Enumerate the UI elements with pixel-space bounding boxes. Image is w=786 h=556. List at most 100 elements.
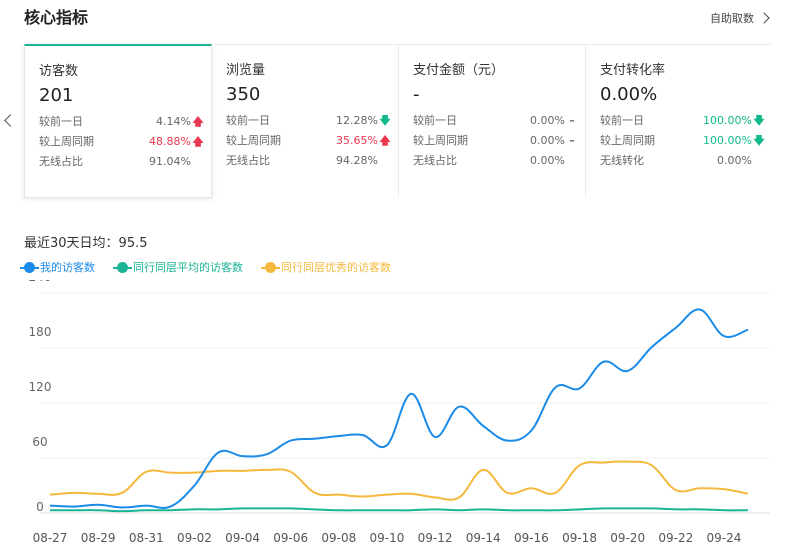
- metric-row-label: 无线转化: [600, 154, 644, 167]
- metric-row-label: 较上周同期: [413, 134, 468, 147]
- x-tick-label: 08-31: [129, 531, 164, 545]
- metric-card[interactable]: 支付金额（元） - 较前一日 0.00% – 较上周同期 0.00% – 无线占…: [399, 44, 586, 198]
- metric-row: 较上周同期 0.00% –: [413, 131, 579, 151]
- spacer: [378, 151, 392, 171]
- series-line[interactable]: [49, 460, 749, 501]
- arrow-down-icon: 🡇: [379, 114, 391, 127]
- metric-label: 浏览量: [226, 63, 266, 78]
- metric-label: 访客数: [39, 64, 79, 79]
- chart-legend: 我的访客数 同行同层平均的访客数 同行同层优秀的访客数: [20, 259, 391, 275]
- metric-row-value: 0.00%: [530, 134, 565, 147]
- spacer: [565, 151, 579, 171]
- x-tick-label: 09-22: [658, 531, 693, 545]
- header: 核心指标 自助取数: [0, 0, 786, 36]
- metric-row-label: 无线占比: [39, 155, 83, 168]
- y-tick-label: 60: [32, 435, 47, 449]
- chevron-right-icon: [758, 12, 770, 24]
- metric-row-value: 0.00%: [717, 154, 752, 167]
- metric-row-value: 12.28%: [336, 114, 378, 127]
- chevron-left-icon[interactable]: [4, 114, 17, 127]
- metric-row-value: 100.00%: [703, 134, 752, 147]
- x-tick-label: 09-04: [225, 531, 260, 545]
- x-tick-label: 09-06: [273, 531, 308, 545]
- y-tick-label: 120: [29, 380, 52, 394]
- thirty-day-average: 最近30天日均：95.5: [24, 236, 148, 251]
- legend-item[interactable]: 同行同层平均的访客数: [113, 259, 243, 275]
- metric-card[interactable]: 浏览量 350 较前一日 12.28% 🡇 较上周同期 35.65% 🡅 无线占…: [212, 44, 399, 198]
- metric-row-value: 35.65%: [336, 134, 378, 147]
- metric-row: 无线转化 0.00%: [600, 151, 766, 171]
- y-tick-label: 0: [36, 500, 44, 514]
- legend-item[interactable]: 我的访客数: [20, 259, 95, 275]
- visitor-line-chart: 0 60 120 180 240 08-27 08-29 08-31 09-02 09-04 09-…: [29, 280, 770, 545]
- metric-row-label: 无线占比: [226, 154, 270, 167]
- dash-icon: –: [569, 134, 575, 147]
- metric-row: 较前一日 0.00% –: [413, 111, 579, 131]
- arrow-down-icon: 🡇: [753, 114, 765, 127]
- legend-marker-icon: [20, 261, 39, 273]
- metric-row-label: 无线占比: [413, 154, 457, 167]
- spacer: [191, 152, 205, 172]
- metric-cards: 访客数 201 较前一日 4.14% 🡅 较上周同期 48.88% 🡅 无线占比…: [24, 44, 772, 198]
- metric-row-value: 48.88%: [149, 135, 191, 148]
- x-tick-label: 09-18: [562, 531, 597, 545]
- arrow-up-icon: 🡅: [192, 135, 204, 148]
- legend-label: 我的访客数: [40, 261, 95, 274]
- x-tick-label: 09-16: [514, 531, 549, 545]
- metric-card[interactable]: 支付转化率 0.00% 较前一日 100.00% 🡇 较上周同期 100.00%…: [586, 44, 772, 198]
- metric-row-value: 0.00%: [530, 114, 565, 127]
- metric-row: 无线占比 0.00%: [413, 151, 579, 171]
- x-tick-label: 09-20: [610, 531, 645, 545]
- metric-row: 较前一日 12.28% 🡇: [226, 111, 392, 131]
- metric-row-label: 较前一日: [600, 114, 644, 127]
- x-tick-label: 09-08: [321, 531, 356, 545]
- dash-icon: –: [569, 114, 575, 127]
- series-line[interactable]: [49, 308, 749, 509]
- metric-row-label: 较上周同期: [226, 134, 281, 147]
- legend-label: 同行同层平均的访客数: [133, 261, 243, 274]
- metric-row-label: 较前一日: [226, 114, 270, 127]
- metric-label: 支付金额（元）: [413, 63, 505, 78]
- metric-row-label: 较上周同期: [600, 134, 655, 147]
- metric-row: 较前一日 100.00% 🡇: [600, 111, 766, 131]
- metric-row: 较上周同期 48.88% 🡅: [39, 132, 205, 152]
- x-tick-label: 08-29: [81, 531, 116, 545]
- metric-row: 无线占比 94.28%: [226, 151, 392, 171]
- metric-row-label: 较前一日: [39, 115, 83, 128]
- metric-row-value: 100.00%: [703, 114, 752, 127]
- metric-card[interactable]: 访客数 201 较前一日 4.14% 🡅 较上周同期 48.88% 🡅 无线占比…: [24, 44, 212, 198]
- legend-label: 同行同层优秀的访客数: [281, 261, 391, 274]
- page-title: 核心指标: [24, 8, 89, 27]
- metric-row-value: 91.04%: [149, 155, 191, 168]
- legend-item[interactable]: 同行同层优秀的访客数: [261, 259, 391, 275]
- x-tick-label: 09-02: [177, 531, 212, 545]
- metric-row-value: 4.14%: [156, 115, 191, 128]
- legend-marker-icon: [113, 261, 132, 273]
- x-tick-label: 09-10: [370, 531, 405, 545]
- legend-marker-icon: [261, 261, 280, 273]
- metric-row-label: 较前一日: [413, 114, 457, 127]
- self-service-label: 自助取数: [710, 12, 754, 25]
- metric-value: -: [413, 84, 420, 105]
- metric-value: 201: [39, 85, 74, 106]
- y-tick-label: 180: [29, 325, 52, 339]
- x-tick-label: 08-27: [33, 531, 68, 545]
- metric-value: 350: [226, 84, 261, 105]
- metric-row: 较上周同期 100.00% 🡇: [600, 131, 766, 151]
- x-tick-label: 09-14: [466, 531, 501, 545]
- spacer: [752, 151, 766, 171]
- metric-row-value: 0.00%: [530, 154, 565, 167]
- arrow-down-icon: 🡇: [753, 134, 765, 147]
- metric-row: 较前一日 4.14% 🡅: [39, 112, 205, 132]
- metric-row: 无线占比 91.04%: [39, 152, 205, 172]
- metric-row-label: 较上周同期: [39, 135, 94, 148]
- metric-row-value: 94.28%: [336, 154, 378, 167]
- self-service-data-link[interactable]: 自助取数: [710, 10, 770, 26]
- metric-row: 较上周同期 35.65% 🡅: [226, 131, 392, 151]
- arrow-up-icon: 🡅: [192, 115, 204, 128]
- series-line[interactable]: [50, 507, 749, 513]
- x-tick-label: 09-12: [418, 531, 453, 545]
- metric-label: 支付转化率: [600, 63, 666, 78]
- x-tick-label: 09-24: [706, 531, 741, 545]
- y-tick-label: 240: [29, 280, 52, 284]
